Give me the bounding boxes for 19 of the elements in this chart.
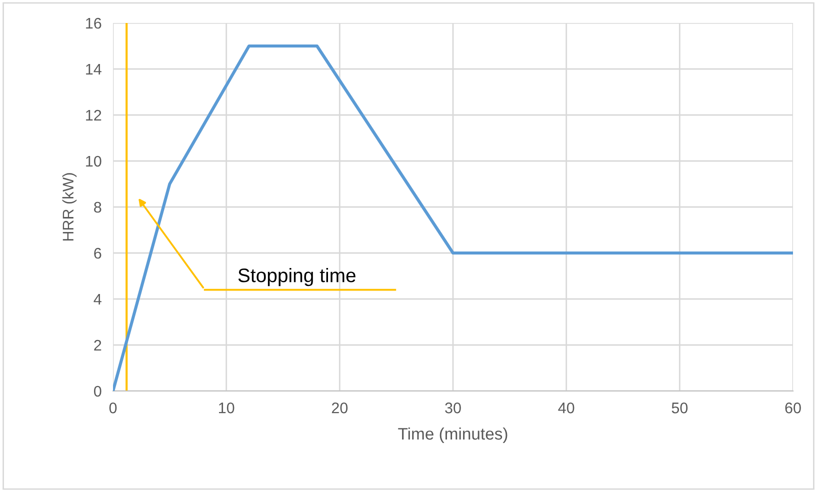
x-axis-title: Time (minutes) bbox=[398, 427, 508, 443]
y-tick-label: 0 bbox=[94, 386, 102, 397]
y-tick-label: 10 bbox=[86, 156, 102, 167]
x-tick-label: 10 bbox=[219, 402, 234, 414]
x-tick-label: 60 bbox=[785, 402, 801, 414]
y-tick-label: 4 bbox=[94, 294, 102, 305]
x-tick-label: 30 bbox=[445, 402, 461, 414]
y-tick-label: 2 bbox=[94, 340, 102, 351]
x-tick-label: 50 bbox=[672, 402, 688, 414]
y-tick-label: 6 bbox=[94, 248, 102, 259]
y-axis-title: HRR (kW) bbox=[62, 173, 77, 241]
x-tick-label: 0 bbox=[109, 402, 117, 414]
y-tick-label: 8 bbox=[94, 202, 102, 213]
y-tick-label: 16 bbox=[86, 18, 102, 29]
annotation: Stopping time bbox=[238, 268, 356, 286]
x-tick-label: 40 bbox=[558, 402, 574, 414]
y-tick-label: 14 bbox=[86, 64, 102, 75]
x-tick-label: 20 bbox=[332, 402, 348, 414]
y-tick-label: 12 bbox=[86, 110, 102, 121]
